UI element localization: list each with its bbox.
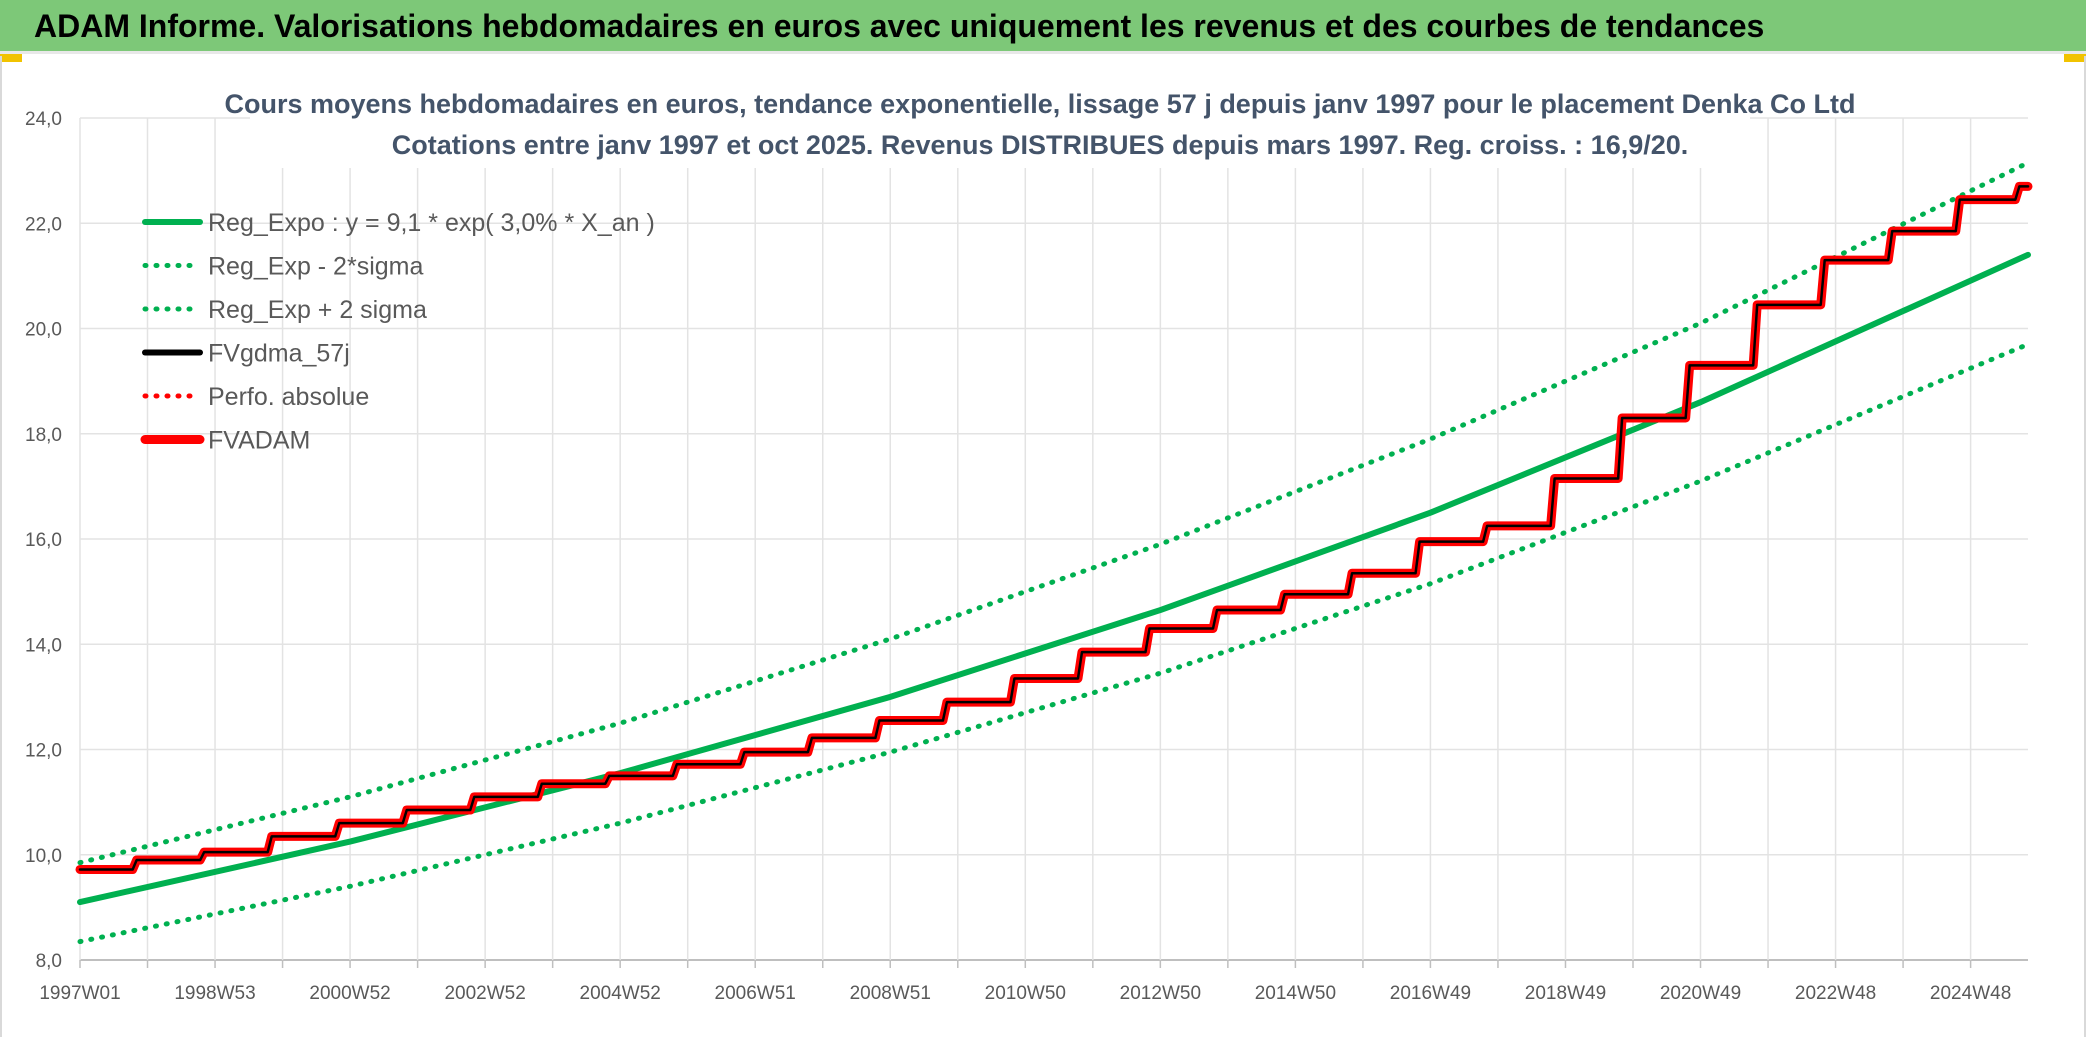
x-tick-label: 2004W52 [580, 983, 661, 1004]
y-tick-label: 22,0 [25, 214, 62, 235]
y-axis: 8,0 10,0 12,0 14,0 16,0 18,0 20,0 22,0 24,0 [25, 109, 62, 972]
chart-title-line1: Cours moyens hebdomadaires en euros, ten… [224, 89, 1855, 119]
report-banner: ADAM Informe. Valorisations hebdomadaire… [0, 0, 2086, 54]
legend-label: Reg_Exp + 2 sigma [208, 296, 427, 324]
y-tick-label: 16,0 [25, 530, 62, 551]
x-tick-label: 2000W52 [309, 983, 390, 1004]
series-layer [75, 160, 2033, 945]
x-tick-label: 2020W49 [1660, 983, 1741, 1004]
x-tick-label: 2012W50 [1120, 983, 1201, 1004]
legend-label: Perfo. absolue [208, 383, 369, 411]
x-tick-label: 2002W52 [444, 983, 525, 1004]
series-line-4 [78, 185, 2030, 871]
x-tick-label: 2010W50 [985, 983, 1066, 1004]
legend-label: FVADAM [208, 427, 310, 455]
corner-mark-left [0, 54, 22, 62]
chart-title-line2: Cotations entre janv 1997 et oct 2025. R… [392, 130, 1689, 160]
gridlines [79, 117, 2028, 968]
y-tick-label: 8,0 [36, 951, 62, 972]
x-tick-label: 2014W50 [1255, 983, 1336, 1004]
x-tick-label: 2022W48 [1795, 983, 1876, 1004]
legend-label: FVgdma_57j [208, 340, 350, 368]
x-axis: 1997W01 1998W53 2000W52 2002W52 2004W52 2006W… [39, 983, 2011, 1004]
report-title: ADAM Informe. Valorisations hebdomadaire… [34, 8, 1765, 44]
series-line-6 [75, 181, 2033, 874]
x-tick-label: 1997W01 [39, 983, 120, 1004]
series-line-5 [77, 183, 2031, 872]
x-tick-label: 2006W51 [715, 983, 796, 1004]
x-tick-label: 2016W49 [1390, 983, 1471, 1004]
x-tick-label: 2008W51 [850, 983, 931, 1004]
x-tick-label: 2018W49 [1525, 983, 1606, 1004]
y-tick-label: 12,0 [25, 741, 62, 762]
x-tick-label: 1998W53 [174, 983, 255, 1004]
y-tick-label: 24,0 [25, 109, 62, 130]
legend-label: Reg_Exp - 2*sigma [208, 253, 423, 281]
series-line-2 [77, 341, 2031, 945]
y-tick-label: 18,0 [25, 425, 62, 446]
y-tick-label: 20,0 [25, 320, 62, 341]
chart-frame [0, 56, 2086, 1037]
corner-mark-right [2064, 54, 2086, 62]
y-tick-label: 14,0 [25, 635, 62, 656]
legend: Reg_Expo : y = 9,1 * exp( 3,0% * X_an ) R… [140, 209, 655, 455]
title-backdrop [250, 82, 1750, 168]
legend-label: Reg_Expo : y = 9,1 * exp( 3,0% * X_an ) [208, 209, 655, 237]
series-line-3 [77, 160, 2031, 866]
y-tick-label: 10,0 [25, 846, 62, 867]
x-tick-label: 2024W48 [1930, 983, 2011, 1004]
series-line-1 [77, 251, 2031, 906]
